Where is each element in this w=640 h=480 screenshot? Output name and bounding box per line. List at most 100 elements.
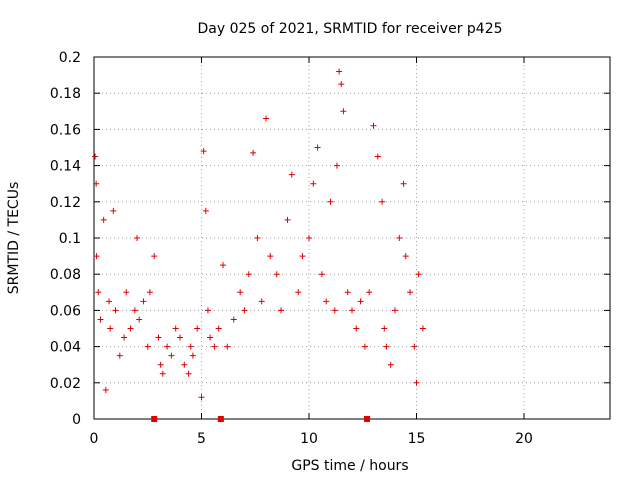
data-point [237,289,244,296]
data-point [241,307,248,314]
data-point [306,235,312,241]
y-tick-label: 0.1 [59,231,81,247]
data-point [136,316,143,323]
y-tick-label: 0.06 [50,303,81,319]
data-point [254,235,261,241]
data-point [230,316,237,323]
data-point [413,379,420,386]
data-point [357,298,364,305]
data-point [134,235,140,241]
axis-marker [151,416,158,422]
data-point [110,207,117,214]
data-point [151,253,158,260]
data-point [288,171,295,178]
data-point [146,289,153,296]
data-point [331,307,338,314]
data-point [338,81,345,88]
data-point [299,253,306,260]
data-point [250,149,257,156]
data-point [314,144,321,151]
data-point [366,289,373,296]
data-point [374,153,381,160]
data-point [95,289,102,296]
data-point [349,307,355,314]
data-point [383,343,390,350]
data-point [411,343,418,350]
data-point [116,352,123,359]
data-point [202,207,209,214]
y-tick-label: 0.12 [50,195,81,211]
data-point [157,361,164,368]
data-point [267,253,274,260]
data-point [415,271,422,278]
data-point [168,352,175,359]
data-point [127,325,134,332]
data-point [245,271,252,278]
data-point [284,216,291,223]
x-ticks: 0 5 10 15 20 [90,57,533,447]
data-point [379,198,386,205]
axis-marker [364,416,371,422]
data-point [93,253,100,260]
data-point [318,271,325,278]
y-axis-label: SRMTID / TECUs [6,182,22,295]
data-point [177,334,183,341]
data-point [97,316,104,323]
data-point [402,253,409,260]
data-point [215,325,222,332]
scatter-points [92,68,426,401]
data-point [159,370,166,377]
data-point [185,370,192,377]
data-point [278,307,285,314]
data-point [370,122,377,129]
plot-frame [93,56,611,420]
data-point [121,334,128,341]
data-point [181,361,188,368]
data-point [189,352,196,359]
x-tick-label: 10 [300,431,318,447]
data-point [310,180,317,187]
y-ticks: 0 0.02 0.04 0.06 0.08 0.1 0.12 0.14 0.16 0.18 0.2 [50,50,610,428]
data-point [172,325,179,332]
data-point [200,148,207,155]
y-tick-label: 0.08 [50,267,81,283]
data-point [106,298,113,305]
y-tick-label: 0.18 [50,86,81,102]
data-point [131,307,138,314]
data-point [220,262,226,269]
grid [94,57,610,419]
data-point [336,68,343,75]
data-point [102,387,109,394]
data-point [258,298,265,305]
data-point [112,307,119,314]
axis-marker [217,416,224,422]
data-point [207,334,214,341]
data-point [419,325,426,332]
data-point [381,325,388,332]
data-point [333,162,340,169]
axis-markers [151,416,371,422]
data-point [387,361,394,368]
data-point [396,235,403,241]
data-point [93,180,100,187]
data-point [323,298,330,305]
data-point [194,325,201,332]
data-point [353,325,360,332]
data-point [100,216,107,223]
data-point [211,343,218,350]
data-point [224,343,231,350]
data-point [92,153,99,160]
data-point [164,343,171,350]
data-point [140,298,147,305]
data-point [340,108,347,115]
y-tick-label: 0.16 [50,122,81,138]
x-axis-label: GPS time / hours [291,458,408,474]
data-point [295,289,302,296]
x-tick-label: 15 [408,431,426,447]
y-tick-label: 0.02 [50,376,81,392]
data-point [144,343,151,350]
data-point [273,271,280,278]
x-tick-label: 0 [90,431,99,447]
data-point [263,115,269,122]
data-point [392,307,398,314]
